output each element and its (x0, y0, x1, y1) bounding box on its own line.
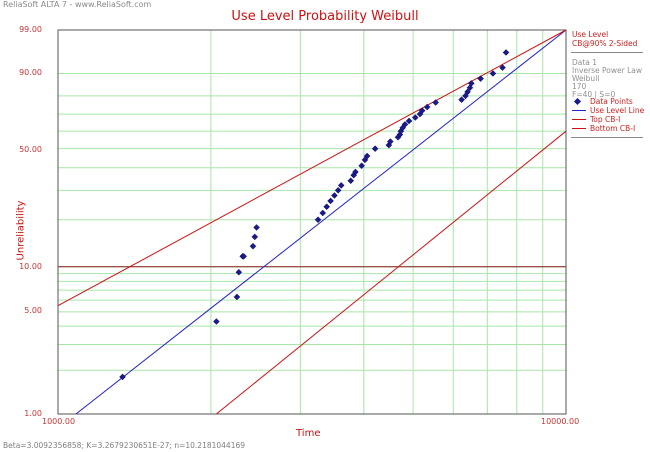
legend-info: 170 (572, 82, 587, 91)
legend-item-data-points: Data Points (590, 97, 633, 106)
data-point (423, 103, 431, 111)
series-line-use-level-line (75, 29, 567, 415)
data-point (499, 64, 506, 71)
data-point (502, 49, 510, 56)
legend-info: Inverse Power Law (572, 66, 642, 75)
legend-info: F=40 | S=0 (572, 90, 616, 99)
legend-item-bottom-cb: Bottom CB-I (590, 124, 636, 133)
y-tick-label: 99.00 (19, 25, 42, 34)
data-point (119, 373, 126, 381)
series-line-top-cb-i (57, 29, 567, 307)
data-point (235, 268, 243, 276)
y-tick-label: 10.00 (19, 262, 42, 271)
data-point (477, 75, 484, 82)
legend-info: Data 1 (572, 58, 598, 67)
data-point (249, 242, 257, 250)
data-point (358, 162, 365, 170)
series-line-bottom-cb-i (216, 130, 567, 415)
legend-swatch-top-cb (572, 119, 586, 120)
app-watermark: ReliaSoft ALTA 7 - www.ReliaSoft.com (3, 0, 152, 9)
legend-divider (571, 52, 643, 53)
data-point (386, 138, 394, 145)
data-point (363, 152, 371, 160)
data-point (418, 107, 426, 114)
plot-frame (57, 29, 567, 415)
data-point (319, 209, 327, 217)
x-axis-label: Time (296, 428, 321, 439)
data-point (371, 145, 379, 153)
grid-layer (57, 29, 567, 415)
data-point (331, 192, 338, 199)
data-point (458, 96, 465, 104)
data-point (347, 177, 355, 185)
points-layer (119, 49, 510, 381)
data-point (432, 99, 440, 106)
legend-header: Use Level (572, 30, 609, 39)
legend-swatch-use-level-line (572, 110, 586, 111)
y-tick-label: 5.00 (24, 306, 42, 315)
legend-info: Weibull (572, 74, 600, 83)
data-point (464, 88, 471, 96)
legend-swatch-bottom-cb (572, 128, 586, 129)
legend-item-top-cb: Top CB-I (590, 115, 621, 124)
data-point (233, 293, 241, 301)
lines-layer (57, 29, 567, 415)
data-point (396, 131, 404, 138)
x-tick-label: 10000.00 (541, 417, 580, 426)
x-tick-label: 1000.00 (42, 417, 76, 426)
data-point (352, 168, 359, 176)
data-point (253, 224, 260, 231)
y-tick-label: 90.00 (19, 68, 42, 77)
data-point (240, 252, 248, 260)
data-point (405, 117, 413, 125)
legend-item-use-level-line: Use Level Line (590, 106, 645, 115)
data-point (401, 121, 409, 128)
data-point (411, 114, 419, 121)
y-axis-label: Unreliability (15, 200, 27, 261)
data-point (314, 216, 322, 224)
y-tick-label: 50.00 (19, 145, 42, 154)
data-point (337, 182, 345, 189)
data-point (327, 197, 334, 205)
chart-title: Use Level Probability Weibull (231, 9, 419, 24)
data-point (251, 233, 259, 241)
data-point (467, 79, 475, 87)
data-point (334, 186, 342, 194)
y-tick-label: 1.00 (24, 409, 42, 418)
legend-header: CB@90% 2-Sided (572, 39, 638, 48)
parameter-footer: Beta=3.0092356858; K=3.2679230651E-27; n… (3, 441, 246, 450)
data-point (213, 318, 220, 325)
legend-divider (571, 137, 643, 138)
data-point (489, 70, 497, 77)
data-point (323, 203, 331, 211)
